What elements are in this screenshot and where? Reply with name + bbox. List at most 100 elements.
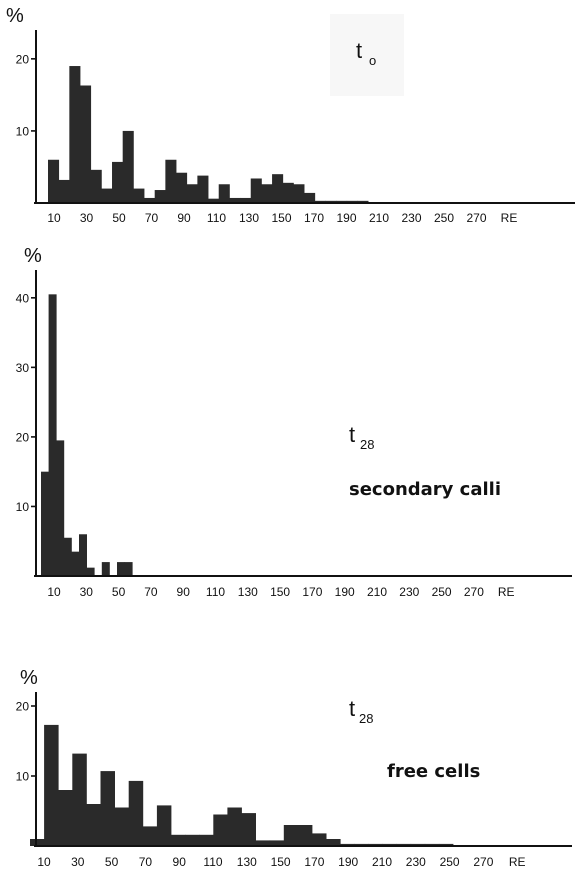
panel-1-x-tick-label-230: 230 <box>401 211 421 225</box>
panel-1-bar-2 <box>58 179 70 203</box>
panel-2-y-tick-label-10: 10 <box>16 500 30 514</box>
annotation-backdrop <box>330 14 404 96</box>
panel-2-x-tick-label-110: 110 <box>206 585 225 599</box>
panel-1-x-tick-label-130: 130 <box>239 211 259 225</box>
panel-1-x-tick-label-190: 190 <box>336 211 356 225</box>
panel-1-bar-17 <box>218 184 230 203</box>
panel-1-x-tick-label-RE: RE <box>501 211 518 225</box>
panel-3-bar-30 <box>438 843 454 846</box>
panel-3-x-tick-label-150: 150 <box>271 855 291 869</box>
panel-2-x-tick-label-90: 90 <box>177 585 191 599</box>
panel-2-x-tick-label-RE: RE <box>498 585 515 599</box>
panel-1-bar-13 <box>176 172 188 203</box>
panel-2-x-tick-label-150: 150 <box>270 585 290 599</box>
panel-2-bar-2 <box>48 294 57 576</box>
panel-1-bar-30 <box>357 200 369 203</box>
panel-1-bar-9 <box>133 188 145 203</box>
panel-3-bar-15 <box>227 807 242 846</box>
panel-3-x-tick-label-230: 230 <box>406 855 426 869</box>
panel-1-bar-3 <box>69 66 81 203</box>
panel-3-bar-8 <box>128 780 144 846</box>
panel-2-x-tick-label-130: 130 <box>238 585 258 599</box>
panel-1-bar-12 <box>165 159 177 203</box>
panel-1-bar-25 <box>304 192 316 203</box>
panel-3-y-unit-label: % <box>20 667 38 689</box>
panel-1-x-tick-label-110: 110 <box>207 211 226 225</box>
panel-3-x-tick-label-270: 270 <box>473 855 493 869</box>
panel-3-bar-9 <box>142 826 158 846</box>
panel-2-y-tick-label-30: 30 <box>16 361 30 375</box>
panel-3-x-tick-label-250: 250 <box>440 855 460 869</box>
panel-3-bar-22 <box>326 839 341 846</box>
panel-1-x-tick-label-10: 10 <box>47 211 61 225</box>
panel-3-bar-5 <box>86 804 101 846</box>
panel-1-bar-22 <box>272 174 284 203</box>
panel-1-bar-11 <box>154 190 166 203</box>
panel-1-bar-10 <box>144 197 156 203</box>
panel-1-bar-26 <box>314 200 326 203</box>
panel-1-x-tick-label-90: 90 <box>177 211 191 225</box>
panel-2-annotation-t: t <box>349 422 355 447</box>
panel-2-y-unit-label: % <box>24 245 42 267</box>
panel-3-x-tick-label-130: 130 <box>237 855 257 869</box>
panel-2-bar-9 <box>101 562 110 576</box>
panel-1-bar-18 <box>229 197 241 203</box>
panel-2-x-tick-label-50: 50 <box>112 585 126 599</box>
panel-3-bar-18 <box>269 840 285 846</box>
panel-2-bar-11 <box>117 562 125 576</box>
panel-2-x-tick-label-250: 250 <box>432 585 452 599</box>
panel-3-x-tick-label-190: 190 <box>338 855 358 869</box>
panel-3-x-tick-label-170: 170 <box>304 855 324 869</box>
panel-3-bar-28 <box>410 843 426 846</box>
panel-3-bar-11 <box>171 834 186 846</box>
panel-2-bar-6 <box>79 534 87 576</box>
panel-2-x-tick-label-230: 230 <box>399 585 419 599</box>
panel-2-annotation-text: secondary calli <box>349 479 501 500</box>
panel-1-x-tick-label-210: 210 <box>369 211 389 225</box>
panel-3-x-tick-label-30: 30 <box>71 855 85 869</box>
panel-1-x-tick-label-150: 150 <box>271 211 291 225</box>
panel-3-bar-3 <box>58 790 73 846</box>
panel-1-x-tick-label-30: 30 <box>80 211 94 225</box>
panel-3-bar-16 <box>241 813 256 846</box>
panel-3-bar-1 <box>30 839 45 846</box>
panel-2-bar-3 <box>56 440 65 576</box>
panel-3-x-tick-label-70: 70 <box>139 855 153 869</box>
panel-3-annotation-subscript: 28 <box>359 711 373 726</box>
panel-1-bar-4 <box>80 85 92 203</box>
panel-1-y-tick-label-10: 10 <box>16 124 30 138</box>
panel-2-x-tick-label-30: 30 <box>80 585 94 599</box>
panel-3-bar-29 <box>424 843 440 846</box>
panel-3-bar-12 <box>185 834 200 846</box>
panel-1-bar-16 <box>208 198 220 203</box>
panel-2-x-tick-label-70: 70 <box>144 585 158 599</box>
panel-1-bar-7 <box>112 161 124 203</box>
panel-3-bar-6 <box>100 771 115 846</box>
panel-2-x-tick-label-170: 170 <box>302 585 322 599</box>
panel-1-bar-1 <box>48 159 60 203</box>
panel-3-annotation-t: t <box>349 696 355 721</box>
panel-1-bar-29 <box>346 200 358 203</box>
panel-2-bar-12 <box>124 562 133 576</box>
panel-1-x-tick-label-170: 170 <box>304 211 324 225</box>
panel-2-x-tick-label-190: 190 <box>335 585 355 599</box>
panel-3-bar-20 <box>297 825 313 846</box>
panel-3-x-tick-label-110: 110 <box>203 855 222 869</box>
panel-3-bar-13 <box>199 834 214 846</box>
panel-3-x-tick-label-10: 10 <box>37 855 51 869</box>
panel-3-bar-17 <box>255 840 271 846</box>
panel-3-x-tick-label-90: 90 <box>173 855 187 869</box>
panel-3-bar-10 <box>156 805 172 846</box>
panel-1-annotation-t: t <box>356 38 362 63</box>
panel-2-x-tick-label-10: 10 <box>47 585 61 599</box>
panel-1-bar-27 <box>325 200 337 203</box>
panel-3-bar-26 <box>382 843 397 846</box>
panel-1-bar-23 <box>282 182 294 203</box>
panel-2-bar-5 <box>71 551 80 576</box>
panel-2-x-tick-label-270: 270 <box>464 585 484 599</box>
panel-1-x-tick-label-70: 70 <box>145 211 159 225</box>
panel-1-bar-8 <box>122 130 134 203</box>
panel-1-bar-28 <box>336 200 348 203</box>
panel-3-bar-14 <box>213 814 228 846</box>
